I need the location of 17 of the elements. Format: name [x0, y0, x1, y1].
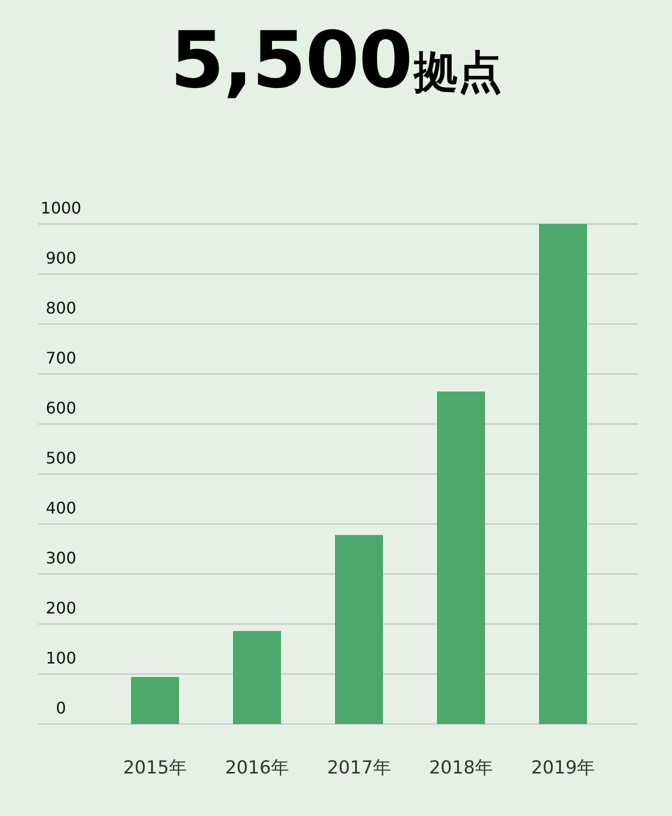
x-tick-label: 2015年 — [123, 758, 187, 778]
y-tick-label: 600 — [46, 398, 76, 418]
y-tick-label: 0 — [56, 698, 66, 718]
x-tick-label: 2016年 — [225, 758, 289, 778]
y-tick-label: 1000 — [40, 198, 82, 218]
x-tick-label: 2019年 — [531, 758, 595, 778]
y-tick-label: 800 — [46, 298, 76, 318]
y-tick-label: 700 — [46, 348, 76, 368]
y-tick-label: 900 — [46, 248, 76, 268]
y-tick-label: 300 — [46, 548, 76, 568]
y-tick-label: 400 — [46, 498, 76, 518]
y-tick-label: 200 — [46, 598, 76, 618]
x-tick-label: 2017年 — [327, 758, 391, 778]
y-tick-label: 500 — [46, 448, 76, 468]
x-tick-label: 2018年 — [429, 758, 493, 778]
chart-title: 5,500拠点 — [170, 16, 502, 106]
y-tick-label: 100 — [46, 648, 76, 668]
